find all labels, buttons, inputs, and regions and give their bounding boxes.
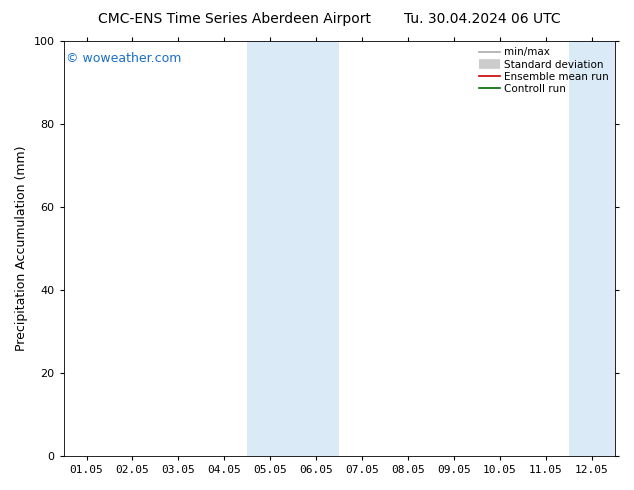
Y-axis label: Precipitation Accumulation (mm): Precipitation Accumulation (mm) bbox=[15, 146, 28, 351]
Text: © woweather.com: © woweather.com bbox=[67, 51, 182, 65]
Legend: min/max, Standard deviation, Ensemble mean run, Controll run: min/max, Standard deviation, Ensemble me… bbox=[476, 44, 612, 97]
Bar bbox=[247, 41, 339, 456]
Bar bbox=[569, 41, 634, 456]
Text: CMC-ENS Time Series Aberdeen Airport: CMC-ENS Time Series Aberdeen Airport bbox=[98, 12, 371, 26]
Text: Tu. 30.04.2024 06 UTC: Tu. 30.04.2024 06 UTC bbox=[403, 12, 560, 26]
